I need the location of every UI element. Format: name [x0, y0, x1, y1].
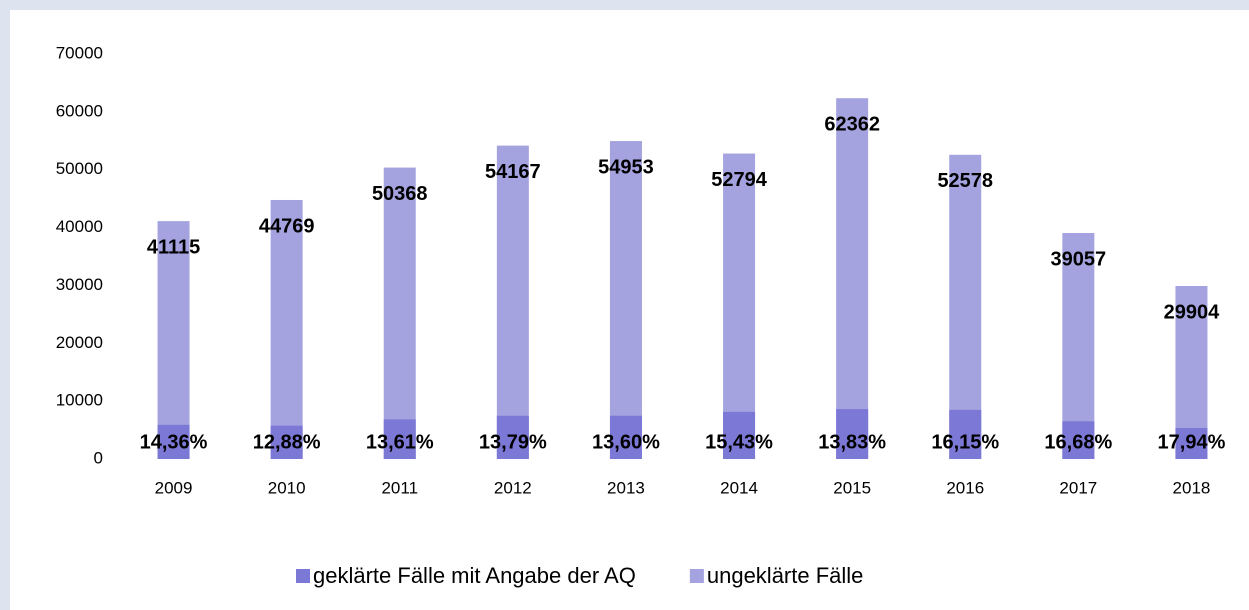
legend-label: ungeklärte Fälle	[707, 563, 864, 588]
bar	[836, 98, 869, 459]
bar	[383, 167, 416, 459]
legend-swatch	[296, 569, 310, 583]
bar	[836, 409, 869, 459]
y-tick-label: 70000	[56, 43, 103, 62]
bar	[723, 411, 756, 459]
legend-label: geklärte Fälle mit Angabe der AQ	[313, 563, 636, 588]
x-tick-label: 2009	[155, 478, 193, 497]
y-tick-label: 30000	[56, 275, 103, 294]
data-label: 50368	[372, 183, 428, 205]
data-label: 62362	[824, 113, 880, 135]
share-label: 17,94%	[1158, 431, 1226, 453]
x-tick-label: 2013	[607, 478, 645, 497]
share-label: 13,61%	[366, 431, 434, 453]
bar	[609, 141, 642, 459]
share-label: 16,15%	[931, 431, 999, 453]
data-label: 44769	[259, 215, 315, 237]
bar	[157, 221, 190, 459]
bar	[1175, 427, 1208, 459]
data-label: 54953	[598, 156, 654, 178]
legend-swatch	[689, 569, 704, 583]
y-tick-label: 20000	[56, 333, 103, 352]
x-tick-label: 2011	[381, 478, 418, 497]
data-label: 39057	[1051, 248, 1107, 270]
data-label: 54167	[485, 161, 541, 183]
y-tick-label: 10000	[56, 391, 103, 410]
bar	[496, 145, 529, 459]
bar	[383, 419, 416, 459]
bar	[949, 409, 982, 459]
bar	[1062, 421, 1095, 459]
x-tick-label: 2018	[1173, 478, 1211, 497]
share-label: 13,83%	[818, 431, 886, 453]
share-label: 13,79%	[479, 431, 547, 453]
data-label: 29904	[1164, 301, 1220, 323]
bar	[157, 424, 190, 459]
y-tick-label: 50000	[56, 159, 103, 178]
x-tick-label: 2014	[720, 478, 758, 497]
bar	[609, 415, 642, 459]
data-label: 52578	[937, 170, 993, 192]
x-tick-label: 2017	[1059, 478, 1097, 497]
bar	[270, 199, 303, 459]
y-tick-label: 0	[94, 448, 103, 467]
x-tick-label: 2012	[494, 478, 532, 497]
y-tick-label: 40000	[56, 217, 103, 236]
bar	[496, 415, 529, 459]
x-tick-label: 2010	[268, 478, 306, 497]
share-label: 15,43%	[705, 431, 773, 453]
x-tick-label: 2015	[833, 478, 871, 497]
y-tick-label: 60000	[56, 101, 103, 120]
bar	[723, 153, 756, 459]
x-tick-label: 2016	[946, 478, 984, 497]
bar	[270, 425, 303, 459]
share-label: 13,60%	[592, 431, 660, 453]
share-label: 12,88%	[253, 431, 321, 453]
data-label: 41115	[147, 236, 200, 258]
data-label: 52794	[711, 169, 767, 191]
share-label: 14,36%	[140, 431, 208, 453]
bar	[949, 154, 982, 460]
share-label: 16,68%	[1044, 431, 1112, 453]
